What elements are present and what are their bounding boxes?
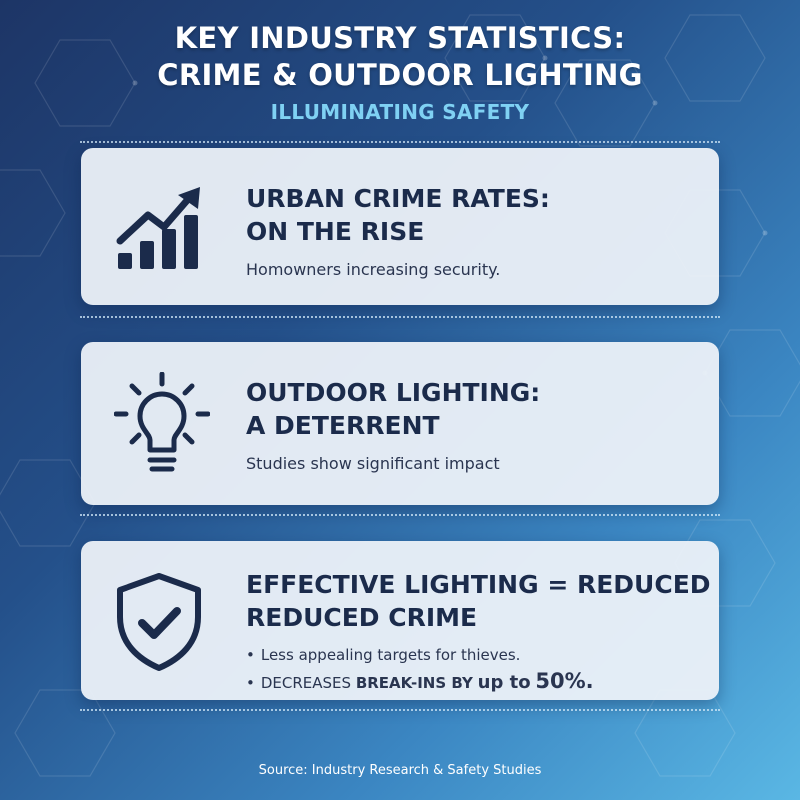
heading-line-2: A DETERRENT <box>246 411 440 440</box>
bullet-item: • Less appealing targets for thieves. <box>246 642 711 668</box>
card-heading: OUTDOOR LIGHTING: A DETERRENT <box>246 376 711 442</box>
stat-card-urban-crime: URBAN CRIME RATES: ON THE RISE Homowners… <box>81 148 719 305</box>
header: KEY INDUSTRY STATISTICS: CRIME & OUTDOOR… <box>0 20 800 124</box>
dotted-divider <box>80 514 720 516</box>
card-heading: URBAN CRIME RATES: ON THE RISE <box>246 182 711 248</box>
bullet-text-percent: 50%. <box>535 669 594 693</box>
source-note: Source: Industry Research & Safety Studi… <box>258 763 542 778</box>
stat-card-outdoor-lighting: OUTDOOR LIGHTING: A DETERRENT Studies sh… <box>81 342 719 505</box>
dotted-divider <box>80 141 720 143</box>
rising-bar-chart-icon <box>114 183 204 273</box>
lightbulb-icon <box>114 372 210 480</box>
heading-line-2: ON THE RISE <box>246 217 425 246</box>
bullet-item: • DECREASES BREAK-INS BY up to 50%. <box>246 668 711 696</box>
card-text: URBAN CRIME RATES: ON THE RISE Homowners… <box>246 182 711 279</box>
card-description: Homowners increasing security. <box>246 260 501 279</box>
bullet-text: Less appealing targets for thieves. <box>260 646 521 664</box>
dotted-divider <box>80 709 720 711</box>
bullet-list: • Less appealing targets for thieves. • DE… <box>246 642 711 696</box>
bullet-text-decreases: DECREASES <box>260 674 352 692</box>
shield-check-icon <box>114 573 204 671</box>
card-heading: EFFECTIVE LIGHTING = REDUCED REDUCED CRI… <box>246 568 711 634</box>
dotted-divider <box>80 316 720 318</box>
title-line-1: KEY INDUSTRY STATISTICS: <box>174 21 626 55</box>
bullet-text-up-to: up to <box>477 672 531 693</box>
heading-line-1: EFFECTIVE LIGHTING = REDUCED <box>246 570 711 599</box>
subtitle: ILLUMINATING SAFETY <box>270 100 530 124</box>
heading-line-1: URBAN CRIME RATES: <box>246 184 550 213</box>
heading-line-1: OUTDOOR LIGHTING: <box>246 378 541 407</box>
card-description: Studies show significant impact <box>246 454 500 473</box>
bullet-dot: • <box>246 646 255 664</box>
title-line-2: CRIME & OUTDOOR LIGHTING <box>157 58 643 92</box>
bullet-dot: • <box>246 674 255 692</box>
bullet-text-break-ins: BREAK-INS BY <box>355 674 473 692</box>
heading-line-2: REDUCED CRIME <box>246 603 478 632</box>
stat-card-effective-lighting: EFFECTIVE LIGHTING = REDUCED REDUCED CRI… <box>81 541 719 700</box>
card-text: OUTDOOR LIGHTING: A DETERRENT Studies sh… <box>246 376 711 473</box>
page-title: KEY INDUSTRY STATISTICS: CRIME & OUTDOOR… <box>0 20 800 94</box>
card-text: EFFECTIVE LIGHTING = REDUCED REDUCED CRI… <box>246 568 711 696</box>
